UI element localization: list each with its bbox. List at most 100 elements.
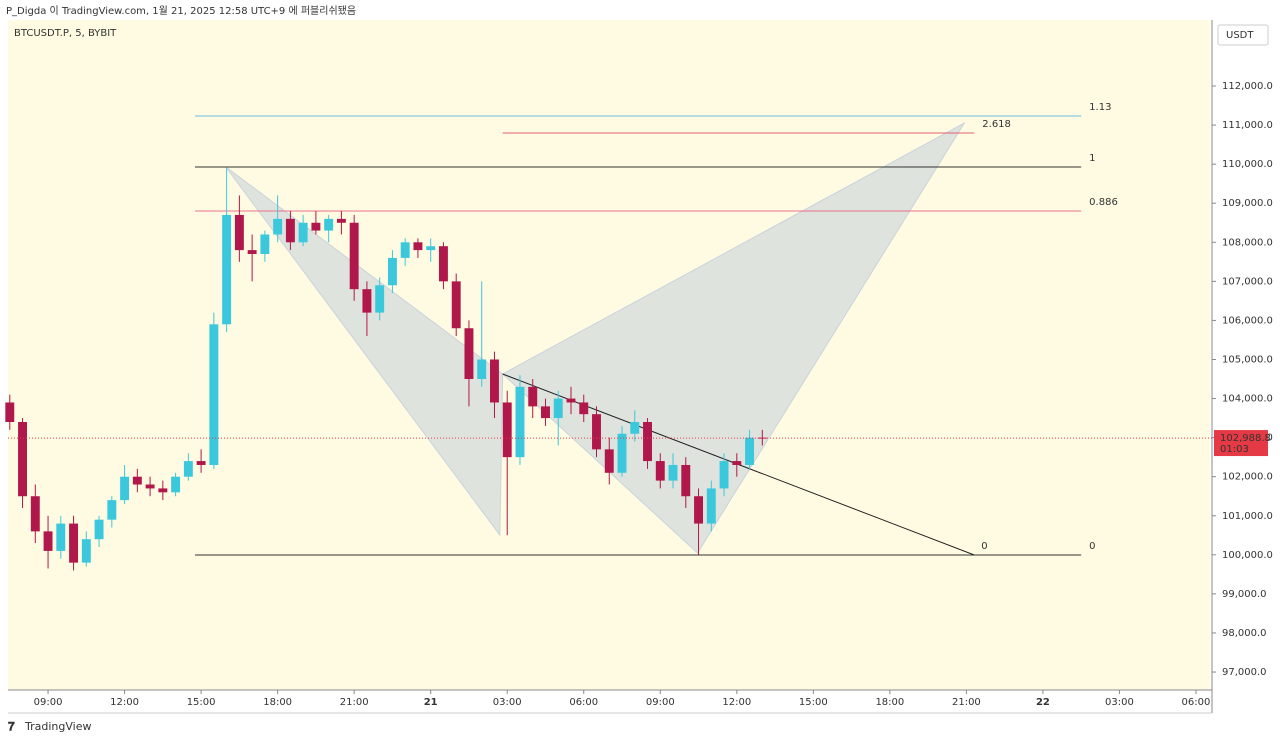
y-tick-label: 100,000.0 (1222, 550, 1273, 561)
candle-body (69, 523, 79, 563)
candle-body (604, 449, 614, 473)
fib-label: 1 (1089, 153, 1095, 164)
y-tick-label: 102,000.0 (1222, 472, 1273, 483)
x-tick-label: 15:00 (799, 697, 828, 708)
candle-body (107, 500, 117, 520)
candle-body (566, 398, 576, 403)
fib-label: 0 (1089, 541, 1095, 552)
candle-body (30, 496, 40, 532)
x-tick-label: 09:00 (34, 697, 63, 708)
candle-body (5, 402, 15, 422)
y-tick-label: 105,000.0 (1222, 354, 1273, 365)
last-price-box (1214, 430, 1268, 457)
candle-body (387, 257, 397, 286)
y-tick-label: 107,000.0 (1222, 276, 1273, 287)
candle-body (247, 250, 257, 255)
y-tick-label: 97,000.0 (1222, 667, 1267, 678)
y-tick-label: 99,000.0 (1222, 589, 1267, 600)
candle-body (413, 242, 423, 251)
y-tick-label: 104,000.0 (1222, 394, 1273, 405)
publisher: P_Digda 이 TradingView.com, 1월 21, 2025 1… (6, 5, 356, 17)
candle-body (375, 285, 385, 313)
y-tick-label: 101,000.0 (1222, 511, 1273, 522)
candle-body (81, 539, 91, 563)
candle-body (489, 359, 499, 403)
candle-body (553, 398, 563, 419)
candle-body (694, 496, 704, 524)
y-tick-label: 110,000.0 (1222, 159, 1273, 170)
y-tick-label: 106,000.0 (1222, 315, 1273, 326)
candle-body (477, 359, 487, 380)
candle-body (43, 531, 53, 551)
candle-body (132, 476, 142, 485)
candle-body (451, 281, 461, 329)
candle-body (171, 476, 181, 493)
candle-body (668, 464, 678, 481)
candle-body (438, 246, 448, 282)
candle-body (362, 289, 372, 313)
candle-body (745, 437, 755, 465)
candle-body (630, 422, 640, 434)
fib-label: 2.618 (982, 119, 1011, 130)
candle-body (209, 324, 219, 465)
candle-body (234, 214, 244, 251)
y-tick-label: 98,000.0 (1222, 628, 1267, 639)
x-tick-label: 06:00 (569, 697, 598, 708)
candle-body (706, 488, 716, 524)
candle-body (158, 488, 168, 493)
fib-label: 0.886 (1089, 197, 1118, 208)
countdown: 01:03 (1220, 444, 1249, 455)
candle-body (643, 422, 652, 462)
x-tick-label: 06:00 (1182, 697, 1211, 708)
x-tick-label: 03:00 (1105, 697, 1134, 708)
candle-body (757, 437, 767, 439)
candle-body (464, 328, 474, 380)
candle-body (655, 461, 665, 481)
candle-body (592, 414, 601, 450)
currency-button[interactable] (1217, 24, 1269, 46)
candle-body (515, 386, 525, 458)
x-tick-label: 21:00 (952, 697, 981, 708)
candle-body (183, 461, 193, 477)
pattern-triangle (225, 166, 504, 537)
x-tick-label: 18:00 (875, 697, 904, 708)
candle-body (400, 242, 410, 258)
x-tick-label: 21 (424, 697, 438, 708)
x-tick-label: 12:00 (722, 697, 751, 708)
fib-label: 1.13 (1089, 102, 1111, 113)
candle-body (349, 222, 359, 290)
candle-body (528, 386, 538, 407)
candle-body (324, 218, 334, 231)
candle-body (120, 476, 130, 501)
candle-body (298, 222, 308, 243)
candle-body (719, 461, 729, 489)
candle-body (273, 218, 283, 235)
symbol: BTCUSDT.P, 5, BYBIT (14, 28, 117, 39)
x-tick-label: 03:00 (493, 697, 522, 708)
candle-body (579, 402, 589, 415)
candle-body (222, 214, 232, 325)
trendline-label: 0 (981, 541, 987, 552)
y-tick-label: 112,000.0 (1222, 81, 1273, 92)
x-tick-label: 22 (1036, 697, 1050, 708)
currency[interactable]: USDT (1226, 30, 1254, 41)
brand: TradingView (24, 720, 91, 733)
x-tick-label: 21:00 (340, 697, 369, 708)
logo-mark: 𝟕 (8, 720, 15, 734)
candle-body (18, 422, 28, 497)
x-tick-label: 09:00 (646, 697, 675, 708)
candle-body (681, 464, 691, 497)
candle-body (260, 234, 270, 255)
candle-body (285, 218, 295, 243)
candle-body (145, 484, 155, 489)
candle-body (196, 461, 206, 465)
x-tick-label: 15:00 (187, 697, 216, 708)
candle-body (502, 402, 512, 458)
candle-body (94, 519, 104, 540)
candle-body (336, 218, 346, 223)
candle-body (541, 406, 550, 419)
x-tick-label: 12:00 (110, 697, 139, 708)
y-tick-label: 111,000.0 (1222, 120, 1273, 131)
